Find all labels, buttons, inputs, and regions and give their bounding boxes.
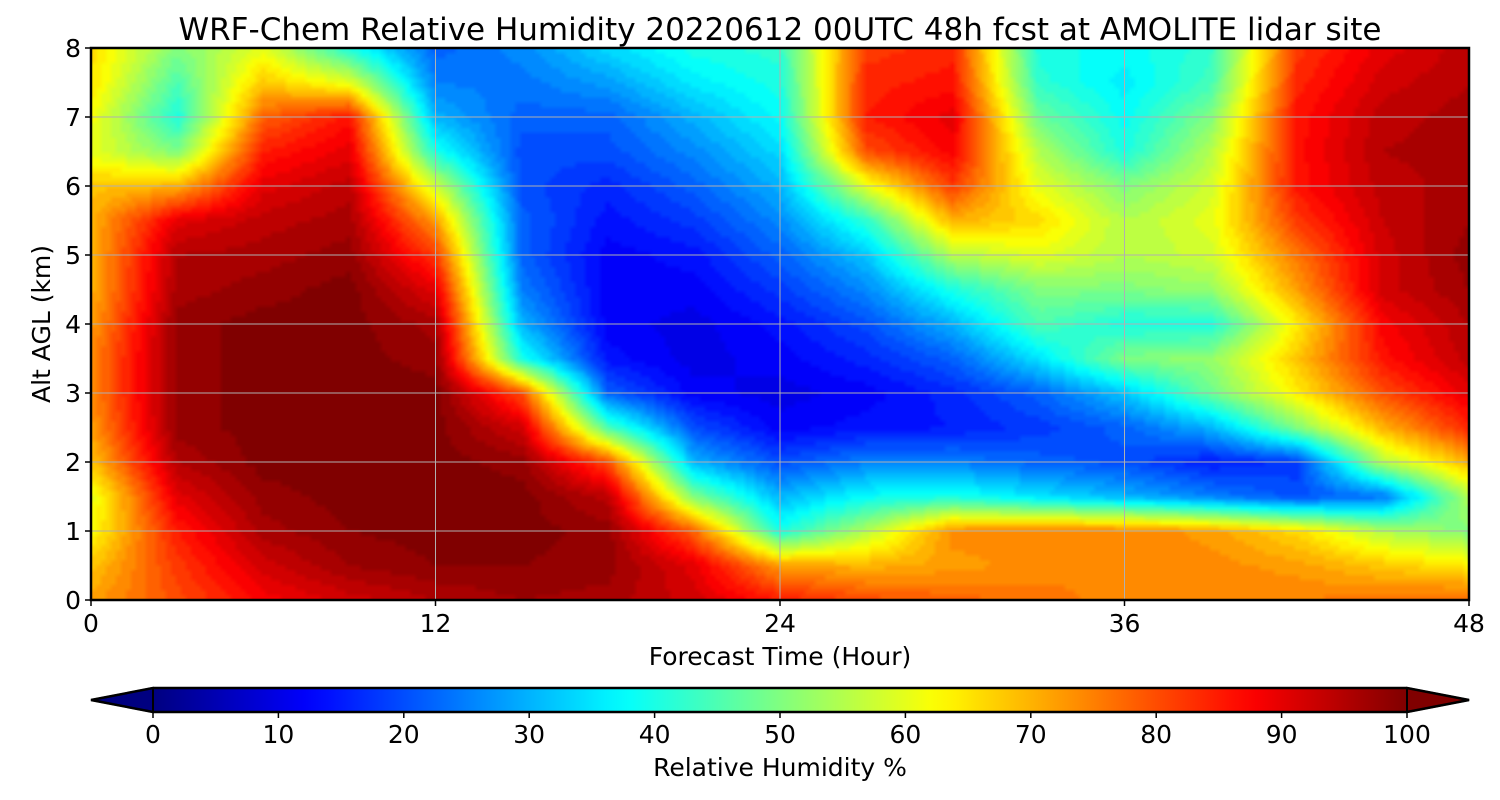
- y-tick-label: 2: [65, 448, 81, 477]
- colorbar-tick-label: 100: [1383, 720, 1431, 749]
- y-tick-label: 7: [65, 103, 81, 132]
- plot-area: [89, 46, 1471, 602]
- y-tick-label: 5: [65, 241, 81, 270]
- y-axis-ticks: 0 1 2 3 4 5 6 7 8: [65, 34, 91, 615]
- y-tick-label: 0: [65, 586, 81, 615]
- y-tick-label: 6: [65, 172, 81, 201]
- colorbar-gradient: [153, 688, 1407, 712]
- colorbar-tick-label: 10: [262, 720, 294, 749]
- colorbar-tick-label: 70: [1015, 720, 1047, 749]
- colorbar-tick-label: 60: [889, 720, 921, 749]
- x-axis-ticks: 0 12 24 36 48: [83, 600, 1485, 638]
- colorbar-extend-min: [90, 686, 154, 714]
- colorbar-tick-label: 40: [639, 720, 671, 749]
- y-tick-label: 3: [65, 379, 81, 408]
- y-axis-label: Alt AGL (km): [27, 245, 56, 403]
- colorbar-label: Relative Humidity %: [653, 753, 907, 782]
- colorbar-tick-label: 80: [1140, 720, 1172, 749]
- grid-lines: [91, 48, 1469, 600]
- y-tick-label: 1: [65, 517, 81, 546]
- colorbar-tick-label: 20: [388, 720, 420, 749]
- x-tick-label: 0: [83, 609, 99, 638]
- colorbar-tick-label: 30: [513, 720, 545, 749]
- colorbar-extend-max: [1406, 686, 1470, 714]
- y-tick-label: 4: [65, 310, 81, 339]
- x-axis-label: Forecast Time (Hour): [649, 642, 912, 671]
- chart-title: WRF-Chem Relative Humidity 20220612 00UT…: [178, 12, 1381, 48]
- colorbar-ticks: 0 10 20 30 40 50 60 70 80 90 100: [145, 712, 1431, 749]
- colorbar-tick-label: 0: [145, 720, 161, 749]
- x-tick-label: 48: [1453, 609, 1485, 638]
- x-tick-label: 24: [764, 609, 796, 638]
- colorbar-tick-label: 90: [1266, 720, 1298, 749]
- x-tick-label: 12: [420, 609, 452, 638]
- x-tick-label: 36: [1109, 609, 1141, 638]
- colorbar-tick-label: 50: [764, 720, 796, 749]
- colorbar: 0 10 20 30 40 50 60 70 80 90 100 Relative Humidity…: [90, 686, 1470, 782]
- y-tick-label: 8: [65, 34, 81, 63]
